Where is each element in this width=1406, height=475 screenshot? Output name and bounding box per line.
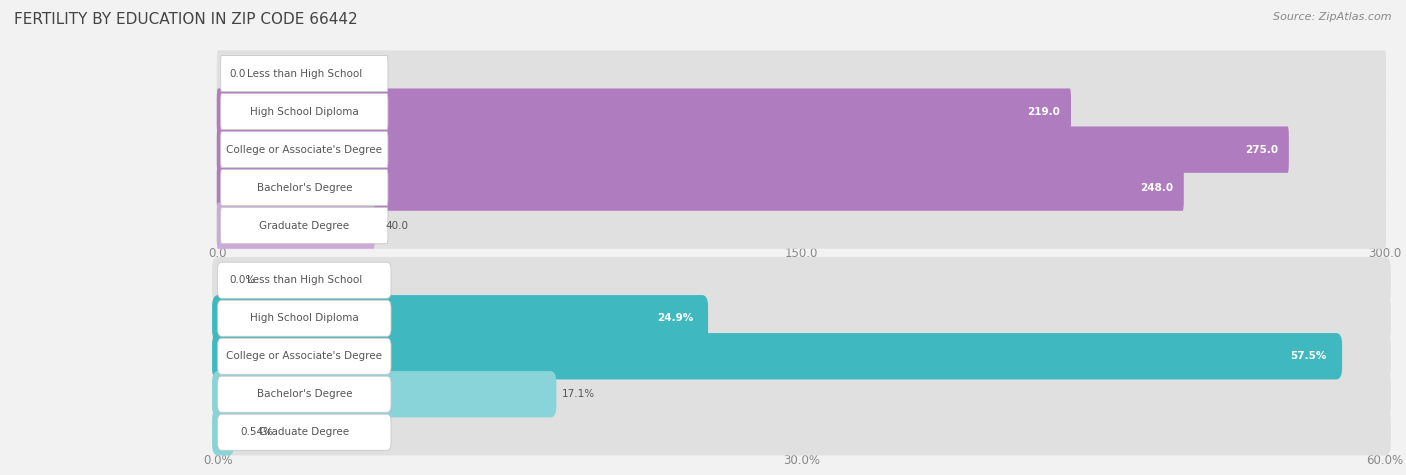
Text: Graduate Degree: Graduate Degree <box>259 220 349 231</box>
FancyBboxPatch shape <box>212 295 1391 342</box>
FancyBboxPatch shape <box>218 376 391 412</box>
FancyBboxPatch shape <box>218 262 391 298</box>
Text: Graduate Degree: Graduate Degree <box>259 427 349 437</box>
FancyBboxPatch shape <box>217 202 374 249</box>
FancyBboxPatch shape <box>217 88 1071 135</box>
Text: High School Diploma: High School Diploma <box>250 313 359 323</box>
Text: College or Associate's Degree: College or Associate's Degree <box>226 144 382 155</box>
FancyBboxPatch shape <box>218 414 391 450</box>
FancyBboxPatch shape <box>218 338 391 374</box>
FancyBboxPatch shape <box>212 295 709 342</box>
FancyBboxPatch shape <box>212 409 1391 456</box>
Text: 0.0: 0.0 <box>229 68 246 79</box>
Text: 219.0: 219.0 <box>1028 106 1060 117</box>
FancyBboxPatch shape <box>217 126 1289 173</box>
FancyBboxPatch shape <box>217 164 1386 211</box>
Text: High School Diploma: High School Diploma <box>250 106 359 117</box>
Text: 17.1%: 17.1% <box>562 389 595 399</box>
FancyBboxPatch shape <box>217 50 1386 97</box>
FancyBboxPatch shape <box>221 94 388 130</box>
Text: 248.0: 248.0 <box>1140 182 1173 193</box>
FancyBboxPatch shape <box>212 371 1391 418</box>
Text: Bachelor's Degree: Bachelor's Degree <box>256 182 352 193</box>
Text: FERTILITY BY EDUCATION IN ZIP CODE 66442: FERTILITY BY EDUCATION IN ZIP CODE 66442 <box>14 12 357 27</box>
Text: Less than High School: Less than High School <box>246 68 361 79</box>
FancyBboxPatch shape <box>221 56 388 92</box>
FancyBboxPatch shape <box>212 333 1391 380</box>
Text: College or Associate's Degree: College or Associate's Degree <box>226 351 382 361</box>
Text: Source: ZipAtlas.com: Source: ZipAtlas.com <box>1274 12 1392 22</box>
FancyBboxPatch shape <box>221 208 388 244</box>
Text: 24.9%: 24.9% <box>657 313 693 323</box>
Text: 275.0: 275.0 <box>1246 144 1278 155</box>
FancyBboxPatch shape <box>212 409 235 456</box>
Text: 40.0: 40.0 <box>385 220 408 231</box>
FancyBboxPatch shape <box>212 333 1343 380</box>
Text: 0.54%: 0.54% <box>240 427 273 437</box>
Text: 0.0%: 0.0% <box>229 275 256 285</box>
Text: Bachelor's Degree: Bachelor's Degree <box>256 389 352 399</box>
Text: Less than High School: Less than High School <box>246 275 361 285</box>
FancyBboxPatch shape <box>212 257 1391 304</box>
FancyBboxPatch shape <box>221 132 388 168</box>
FancyBboxPatch shape <box>218 300 391 336</box>
Text: 57.5%: 57.5% <box>1291 351 1327 361</box>
FancyBboxPatch shape <box>217 88 1386 135</box>
FancyBboxPatch shape <box>217 202 1386 249</box>
FancyBboxPatch shape <box>221 170 388 206</box>
FancyBboxPatch shape <box>212 371 557 418</box>
FancyBboxPatch shape <box>217 126 1386 173</box>
FancyBboxPatch shape <box>217 164 1184 211</box>
